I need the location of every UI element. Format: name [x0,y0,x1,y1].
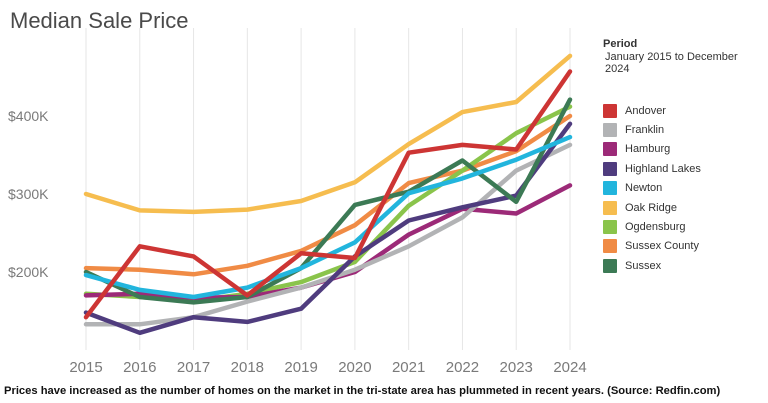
legend-item: Sussex County [603,237,701,256]
legend-label: Andover [625,104,666,117]
legend-item: Hamburg [603,140,701,159]
legend-label: Franklin [625,124,665,137]
legend-label: Sussex [625,259,662,272]
series-line-franklin [83,142,573,327]
x-tick-label: 2017 [177,359,210,376]
y-tick-label: $400K [8,108,49,124]
legend-item: Newton [603,179,701,198]
legend: Period January 2015 to December 2024 And… [603,38,763,273]
legend-swatch [603,220,617,235]
legend-heading: Period [603,38,638,50]
x-tick-label: 2016 [123,359,156,376]
legend-label: Oak Ridge [625,201,677,214]
legend-swatch [603,161,617,176]
legend-list: Andover Franklin Hamburg Highland Lakes Newt… [603,101,701,276]
x-tick-label: 2019 [284,359,317,376]
legend-item: Highland Lakes [603,159,701,178]
x-tick-label: 2021 [392,359,425,376]
legend-swatch [603,142,617,157]
x-tick-label: 2024 [553,359,586,376]
legend-swatch [603,181,617,196]
series-line-sussex [83,97,573,305]
series-line-highland-lakes [83,121,573,336]
y-tick-label: $200K [8,264,49,280]
x-axis: 2015 2016 2017 2018 2019 2020 2021 2022 2023 2024 [69,359,586,376]
x-tick-label: 2018 [231,359,264,376]
x-tick-label: 2022 [446,359,479,376]
y-tick-label: $300K [8,186,49,202]
line-chart: $200K $300K $400K 2015 2016 2017 2018 2019 2020… [8,28,587,376]
legend-item: Sussex [603,256,701,275]
legend-label: Highland Lakes [625,162,701,175]
legend-swatch [603,123,617,138]
legend-item: Andover [603,101,701,120]
legend-label: Sussex County [625,240,699,253]
grid [85,28,571,350]
legend-item: Ogdensburg [603,217,701,236]
x-tick-label: 2023 [500,359,533,376]
x-tick-label: 2020 [338,359,371,376]
legend-item: Franklin [603,120,701,139]
chart-title: Median Sale Price [10,8,189,33]
legend-swatch [603,258,617,273]
legend-swatch [603,200,617,215]
legend-label: Hamburg [625,143,671,156]
series-lines [83,53,573,336]
y-axis: $200K $300K $400K [8,108,49,280]
chart-caption: Prices have increased as the number of h… [4,385,721,397]
series-line-oak-ridge [83,53,573,215]
series-line-andover [83,69,573,320]
legend-label: Newton [625,182,663,195]
x-tick-label: 2015 [69,359,102,376]
legend-swatch [603,103,617,118]
legend-label: Ogdensburg [625,221,686,234]
legend-swatch [603,239,617,254]
legend-subheading: January 2015 to December 2024 [605,51,738,75]
legend-item: Oak Ridge [603,198,701,217]
